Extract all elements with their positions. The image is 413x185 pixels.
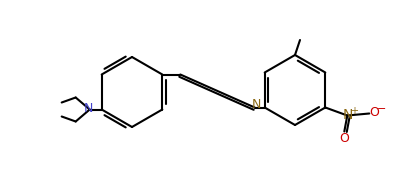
Text: O: O <box>339 132 349 145</box>
Text: −: − <box>377 103 386 114</box>
Text: +: + <box>350 105 358 115</box>
Text: N: N <box>84 102 93 115</box>
Text: N: N <box>343 107 354 122</box>
Text: N: N <box>252 98 261 111</box>
Text: O: O <box>369 106 379 119</box>
